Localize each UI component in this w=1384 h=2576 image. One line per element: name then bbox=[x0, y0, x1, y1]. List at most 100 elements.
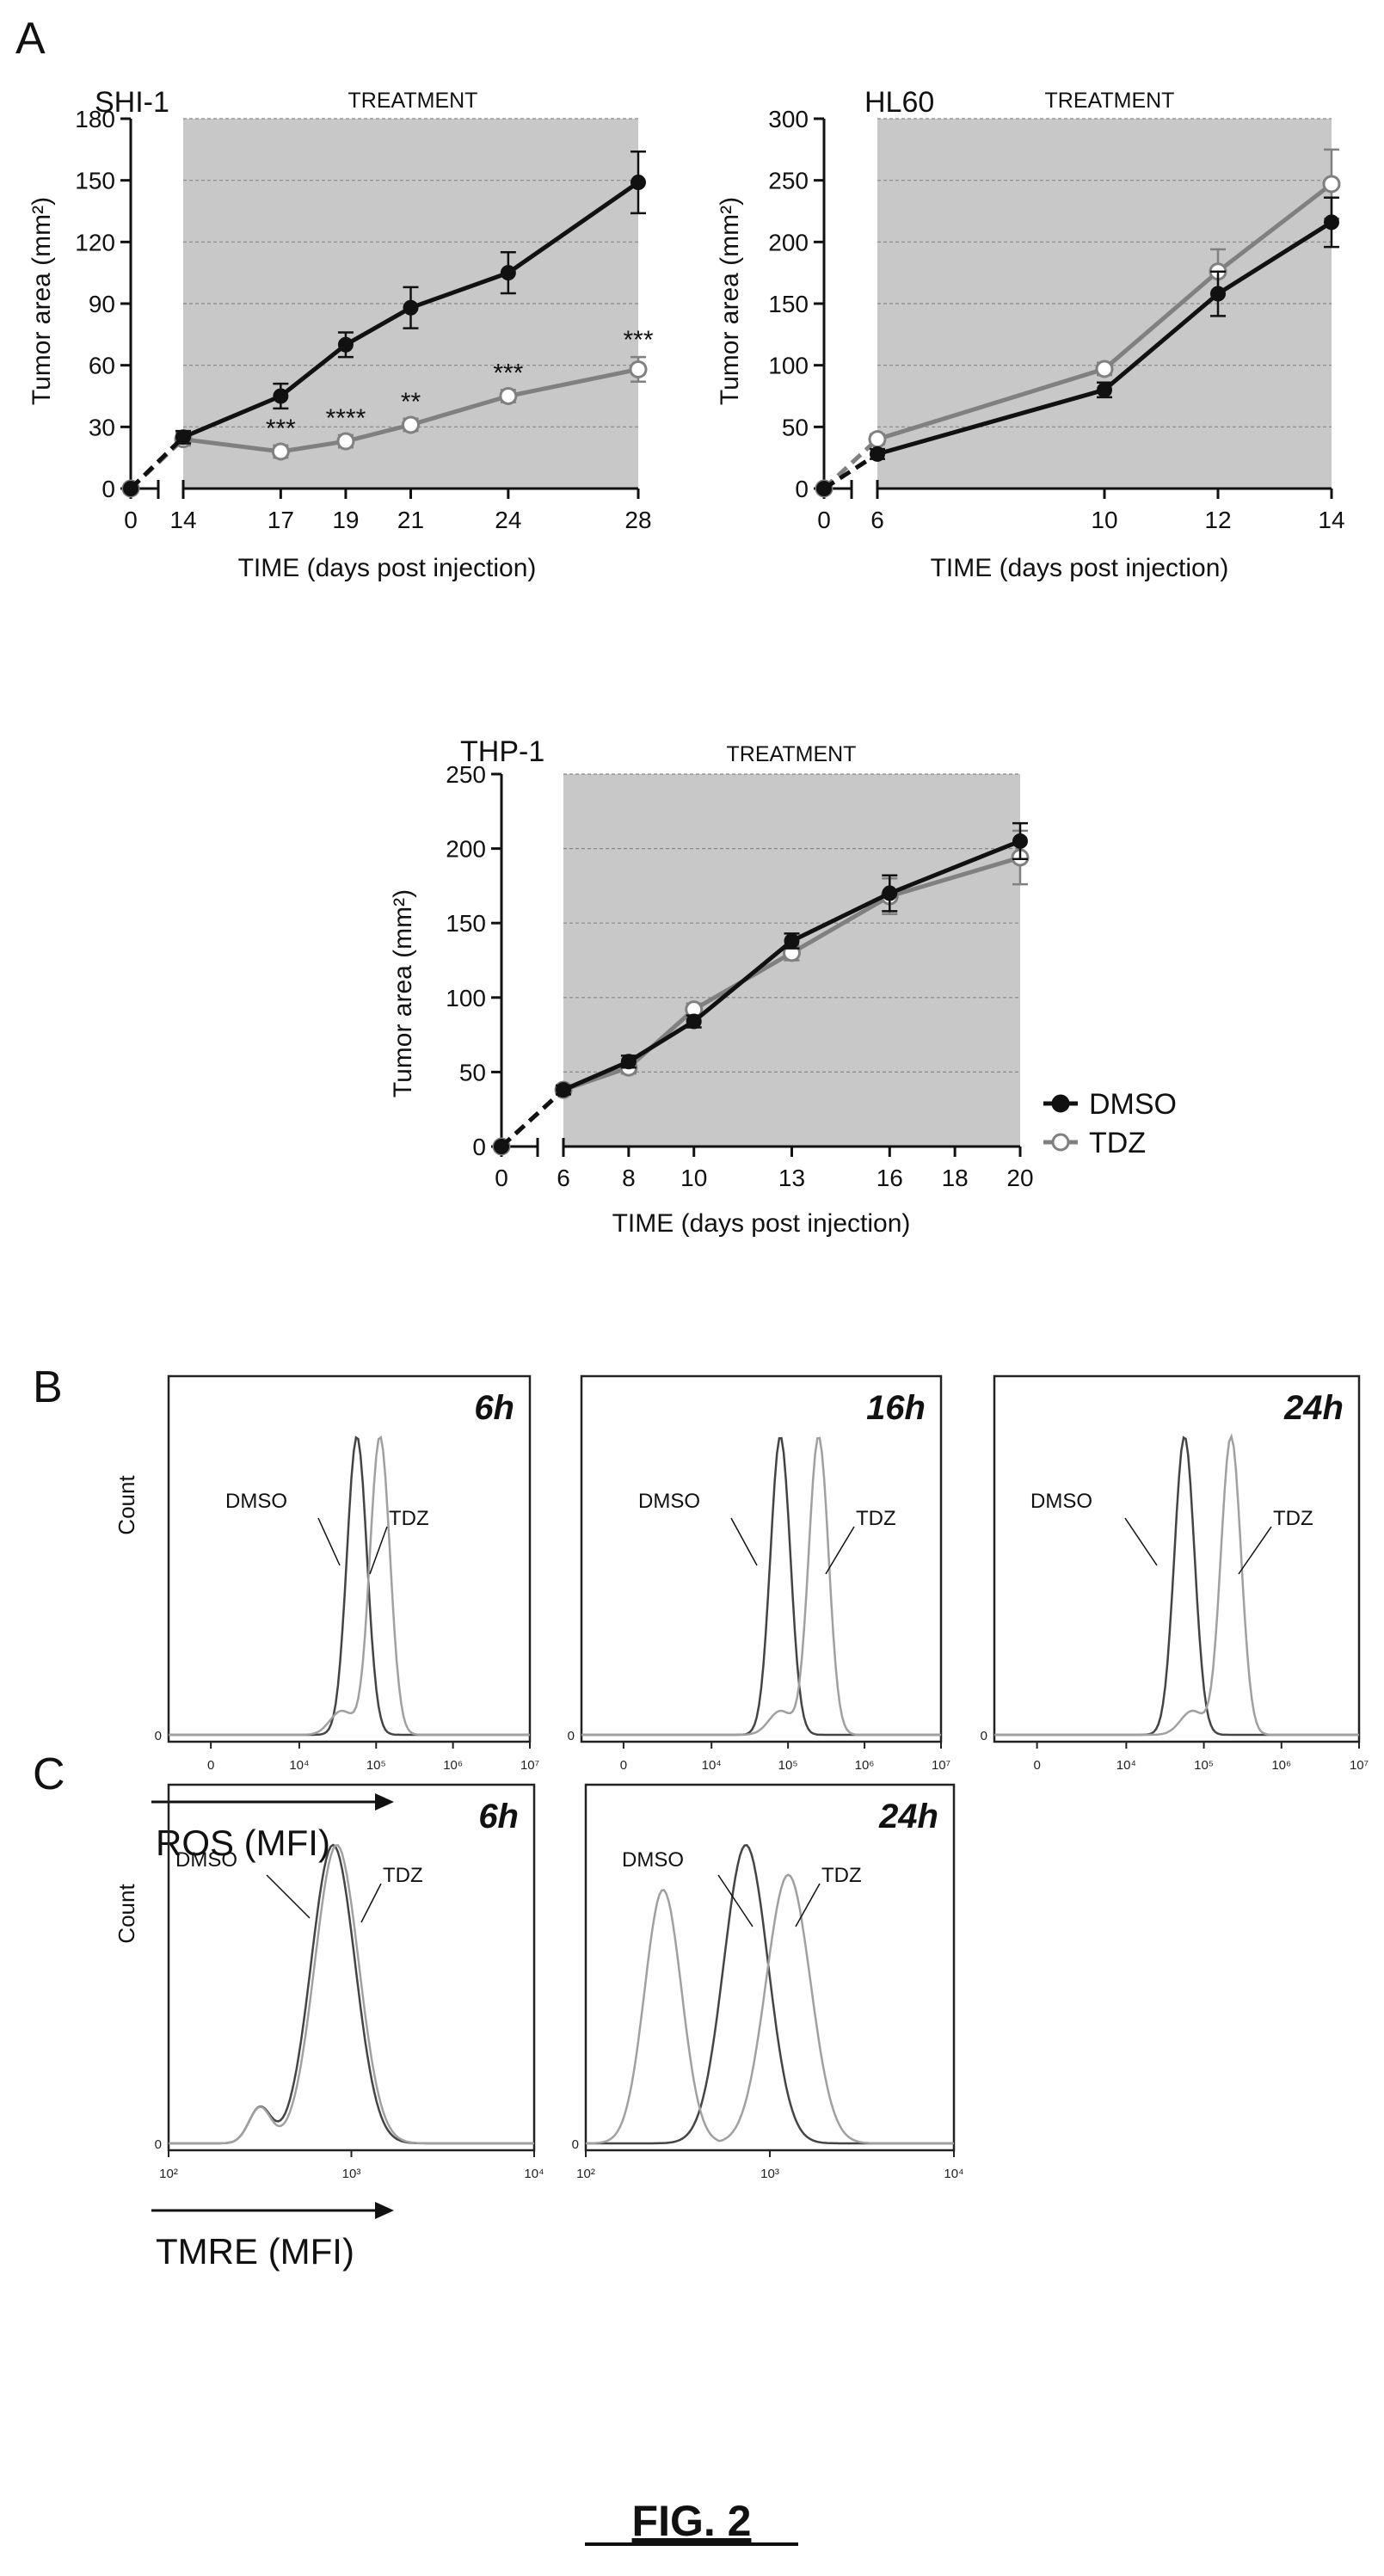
y-axis-title: Tumor area (mm²) bbox=[716, 197, 744, 405]
tdz-point bbox=[271, 442, 290, 461]
y-axis-title: Tumor area (mm²) bbox=[28, 197, 56, 405]
x-tick-label: 18 bbox=[942, 1165, 969, 1191]
x-tick-label: 20 bbox=[1006, 1165, 1033, 1191]
tdz-histogram-curve bbox=[169, 1843, 534, 2145]
dmso-point bbox=[337, 336, 354, 353]
dmso-curve-label: DMSO bbox=[622, 1848, 684, 1872]
y-tick-label: 90 bbox=[89, 291, 115, 317]
dmso-dashed-segment bbox=[822, 452, 879, 491]
x-tick-label: 8 bbox=[622, 1165, 636, 1191]
y-axis-title: Tumor area (mm²) bbox=[389, 889, 417, 1097]
y-tick-label: 250 bbox=[446, 761, 486, 788]
dmso-point bbox=[882, 885, 898, 901]
tdz-curve-label: TDZ bbox=[856, 1507, 896, 1530]
x-tick-label: 10⁶ bbox=[1271, 1758, 1291, 1773]
y-tick-label: 250 bbox=[768, 168, 809, 194]
x-axis-title: TMRE (MFI) bbox=[156, 2231, 354, 2272]
panel-label-c: C bbox=[33, 1749, 65, 1799]
x-tick-label: 10⁴ bbox=[524, 2167, 544, 2181]
x-tick-label: 10 bbox=[680, 1165, 707, 1191]
panel-label-b: B bbox=[33, 1362, 63, 1412]
tdz-leader-line bbox=[369, 1526, 388, 1575]
x-tick-label: 6 bbox=[557, 1165, 570, 1191]
x-tick-label: 0 bbox=[495, 1165, 508, 1191]
x-tick-label: 19 bbox=[332, 507, 359, 533]
x-tick-label: 0 bbox=[620, 1758, 627, 1773]
ros-16h-histogram: 16h 0 0 10⁴ 10⁵ 10⁶ 10⁷ DMSO TDZ bbox=[568, 1374, 950, 1773]
y-zero-label: 0 bbox=[155, 2137, 162, 2152]
x-tick-label: 10³ bbox=[760, 2167, 779, 2181]
x-tick-label: 6 bbox=[870, 507, 884, 533]
y-tick-label: 60 bbox=[89, 353, 115, 379]
x-axis-title: TIME (days post injection) bbox=[931, 554, 1229, 582]
tdz-series-line bbox=[182, 366, 639, 454]
dmso-leader-line bbox=[1124, 1517, 1158, 1566]
histogram-frame bbox=[580, 1374, 943, 1743]
y-tick-label: 120 bbox=[75, 229, 115, 255]
shi1-tumor-growth-chart: 0 30 60 90 120 150 180 0 14 17 19 21 24 28 SHI-1 TREATM… bbox=[28, 86, 654, 582]
legend-entry: DMSO bbox=[1089, 1088, 1177, 1121]
y-tick-label: 150 bbox=[768, 291, 809, 317]
legend: DMSO TDZ bbox=[1043, 1088, 1177, 1159]
dmso-point bbox=[1097, 382, 1112, 398]
figure-caption: FIG. 2 bbox=[632, 2497, 752, 2545]
dmso-point bbox=[494, 1139, 509, 1154]
cell-line-label: SHI-1 bbox=[95, 86, 169, 119]
x-axis-arrowhead bbox=[375, 1793, 394, 1811]
y-tick-label: 300 bbox=[768, 106, 809, 132]
dmso-curve-label: DMSO bbox=[1030, 1490, 1092, 1513]
x-tick-label: 10² bbox=[576, 2167, 595, 2181]
significance-annotation: *** bbox=[266, 415, 296, 443]
x-tick-label: 28 bbox=[624, 507, 651, 533]
x-tick-label: 14 bbox=[1318, 507, 1344, 533]
panel-label-a: A bbox=[15, 14, 46, 64]
dmso-series-line bbox=[182, 181, 640, 440]
y-tick-label: 0 bbox=[472, 1134, 486, 1160]
legend-entry: TDZ bbox=[1089, 1127, 1146, 1159]
histogram-frame bbox=[167, 1374, 532, 1743]
tdz-point bbox=[1095, 360, 1114, 378]
tdz-dashed-segment bbox=[822, 437, 879, 490]
y-tick-label: 150 bbox=[446, 910, 486, 937]
tmre-6h-histogram: 6h 0 10² 10³ 10⁴ DMSO TDZ Count TMRE (MFI) bbox=[114, 1783, 544, 2272]
timepoint-label: 24h bbox=[878, 1798, 938, 1835]
dmso-curve-label: DMSO bbox=[638, 1490, 700, 1513]
x-tick-label: 13 bbox=[778, 1165, 805, 1191]
hl60-tumor-growth-chart: 0 50 100 150 200 250 300 0 6 10 12 14 HL60 TREATMENT T… bbox=[716, 86, 1345, 582]
ros-24h-histogram: 24h 0 0 10⁴ 10⁵ 10⁶ 10⁷ DMSO TDZ bbox=[981, 1374, 1369, 1773]
significance-annotation: *** bbox=[493, 359, 523, 387]
x-axis-title: TIME (days post injection) bbox=[612, 1209, 911, 1238]
x-tick-label: 10⁴ bbox=[1116, 1758, 1136, 1773]
tdz-leader-line bbox=[795, 1883, 821, 1927]
x-tick-label: 10⁶ bbox=[443, 1758, 463, 1773]
legend-swatch-marker bbox=[1051, 1133, 1070, 1152]
x-tick-label: 0 bbox=[124, 507, 138, 533]
tdz-histogram-curve bbox=[585, 1873, 954, 2145]
dmso-dashed-segment bbox=[129, 435, 185, 490]
count-axis-title: Count bbox=[114, 1475, 139, 1535]
treatment-label: TREATMENT bbox=[348, 89, 478, 113]
tdz-point bbox=[629, 360, 648, 378]
dmso-point bbox=[123, 481, 138, 496]
tdz-curve-label: TDZ bbox=[1273, 1507, 1313, 1530]
y-tick-label: 0 bbox=[101, 476, 115, 502]
y-tick-label: 200 bbox=[446, 836, 486, 863]
x-tick-label: 24 bbox=[495, 507, 521, 533]
histogram-frame bbox=[993, 1374, 1361, 1743]
x-tick-label: 10⁴ bbox=[289, 1758, 309, 1773]
tdz-leader-line bbox=[360, 1883, 382, 1923]
x-axis-title: ROS (MFI) bbox=[156, 1823, 330, 1863]
significance-annotation: *** bbox=[623, 326, 653, 354]
tdz-point bbox=[1322, 175, 1341, 194]
dmso-series-line bbox=[563, 839, 1021, 1092]
dmso-point bbox=[273, 388, 289, 404]
x-tick-label: 12 bbox=[1204, 507, 1231, 533]
tdz-histogram-curve bbox=[994, 1433, 1359, 1737]
y-zero-label: 0 bbox=[568, 1729, 575, 1743]
x-tick-label: 17 bbox=[268, 507, 294, 533]
treatment-label: TREATMENT bbox=[1045, 89, 1175, 113]
y-tick-label: 180 bbox=[75, 106, 115, 132]
ros-6h-histogram: 6h 0 0 10⁴ 10⁵ 10⁶ 10⁷ DMSO TDZ Count ROS (MFI) bbox=[114, 1374, 539, 1863]
dmso-point bbox=[686, 1013, 702, 1030]
